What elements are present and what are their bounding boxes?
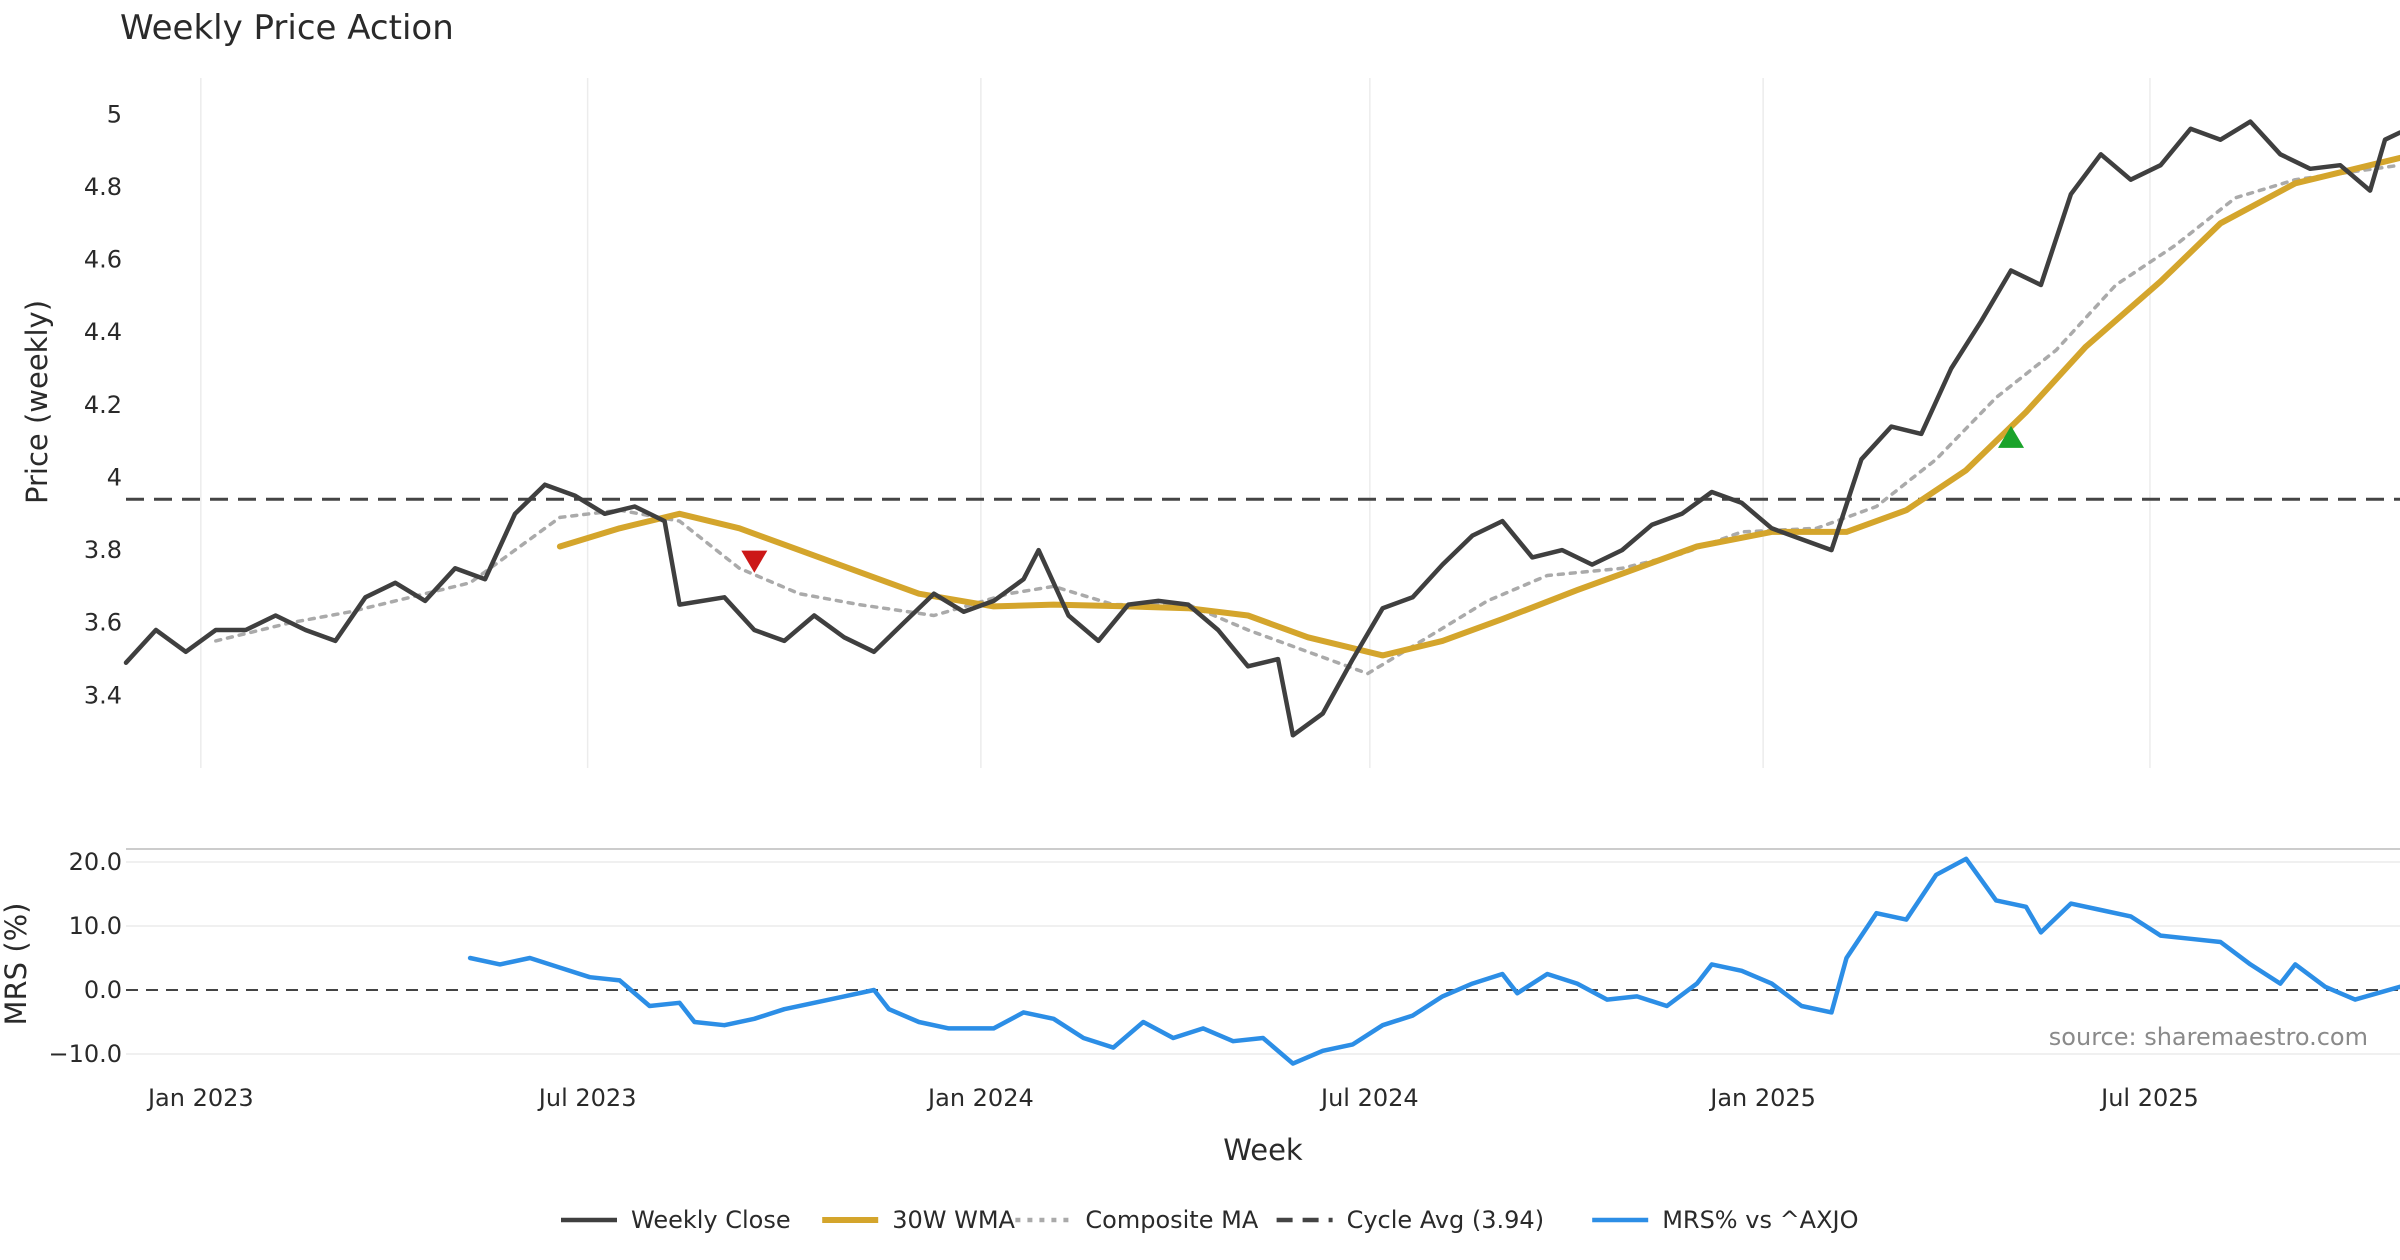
legend: Weekly Close 30W WMA Composite MA Cycle Avg… (561, 1206, 1859, 1234)
buy-signal-marker (1998, 425, 2025, 448)
x-tick-label: Jul 2024 (1319, 1084, 1419, 1112)
mrs-y-axis-label: MRS (%) (0, 903, 33, 1026)
price-y-tick-label: 5 (107, 100, 122, 128)
reference-lines (126, 497, 2400, 991)
x-tick-label: Jan 2025 (1708, 1084, 1816, 1112)
axes-layer: Jan 2023 Jul 2023 Jan 2024 Jul 2024 Jan 2025… (48, 100, 2198, 1112)
series-layer (123, 119, 2400, 1066)
composite-ma-line (214, 163, 2400, 676)
price-y-tick-label: 4.6 (84, 246, 122, 274)
sell-signal-marker (741, 550, 768, 573)
price-y-tick-label: 3.8 (84, 536, 122, 564)
mrs-line (467, 856, 2400, 1066)
price-y-axis-label: Price (weekly) (20, 300, 54, 504)
legend-label: Cycle Avg (3.94) (1347, 1206, 1544, 1234)
mrs-y-tick-label: 10.0 (69, 912, 122, 940)
x-axis-label: Week (1223, 1133, 1303, 1167)
markers-layer (741, 425, 2025, 573)
price-y-tick-label: 4.2 (84, 391, 122, 419)
x-tick-label: Jul 2025 (2099, 1084, 2199, 1112)
mrs-y-tick-label: 0.0 (84, 976, 122, 1004)
source-note: source: sharemaestro.com (2049, 1023, 2368, 1051)
chart-title: Weekly Price Action (120, 8, 454, 48)
x-tick-label: Jan 2024 (926, 1084, 1034, 1112)
weekly-close-line (123, 119, 2400, 738)
legend-label: 30W WMA (892, 1206, 1015, 1234)
grid-layer (126, 78, 2400, 1055)
legend-label: Weekly Close (631, 1206, 791, 1234)
x-tick-label: Jan 2023 (146, 1084, 254, 1112)
price-y-tick-label: 4 (107, 463, 122, 491)
legend-label: Composite MA (1085, 1206, 1258, 1234)
wma-30w-line (556, 154, 2400, 659)
legend-label: MRS% vs ^AXJO (1662, 1206, 1858, 1234)
price-y-tick-label: 3.6 (84, 609, 122, 637)
mrs-y-tick-label: −10.0 (48, 1040, 122, 1068)
price-y-tick-label: 4.8 (84, 173, 122, 201)
x-tick-label: Jul 2023 (537, 1084, 637, 1112)
price-y-tick-label: 3.4 (84, 681, 122, 709)
mrs-y-tick-label: 20.0 (69, 848, 122, 876)
price-y-tick-label: 4.4 (84, 318, 122, 346)
